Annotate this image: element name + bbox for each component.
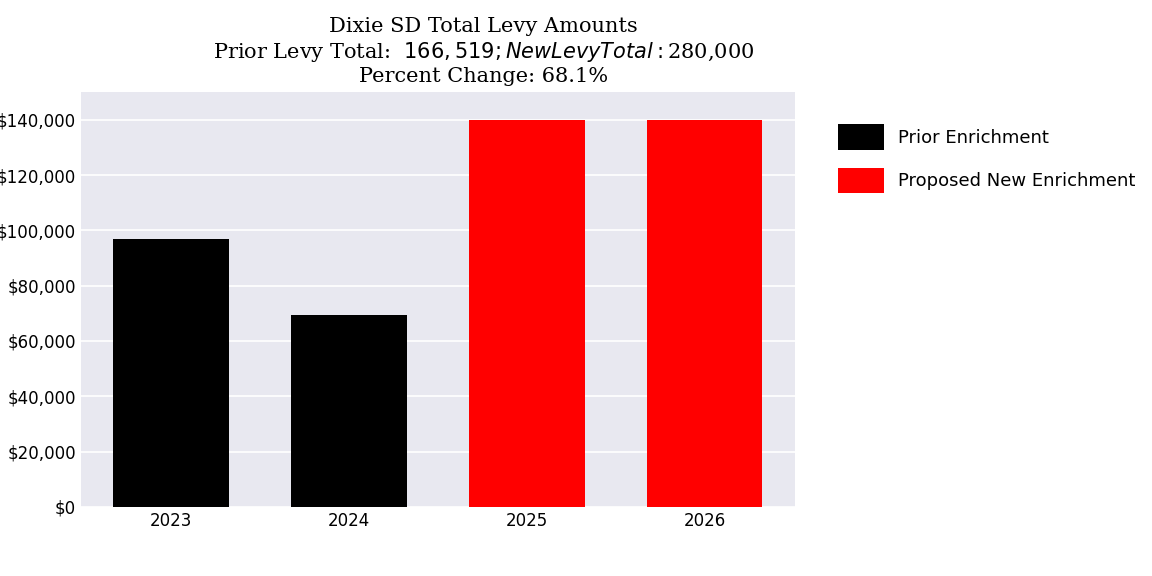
- Bar: [469, 120, 584, 507]
- Bar: [646, 120, 763, 507]
- Legend: Prior Enrichment, Proposed New Enrichment: Prior Enrichment, Proposed New Enrichmen…: [839, 124, 1136, 194]
- Text: Dixie SD Total Levy Amounts
Prior Levy Total:  $166,519; New Levy Total: $280,00: Dixie SD Total Levy Amounts Prior Levy T…: [213, 17, 755, 86]
- Bar: [291, 314, 407, 507]
- Bar: [113, 238, 229, 507]
